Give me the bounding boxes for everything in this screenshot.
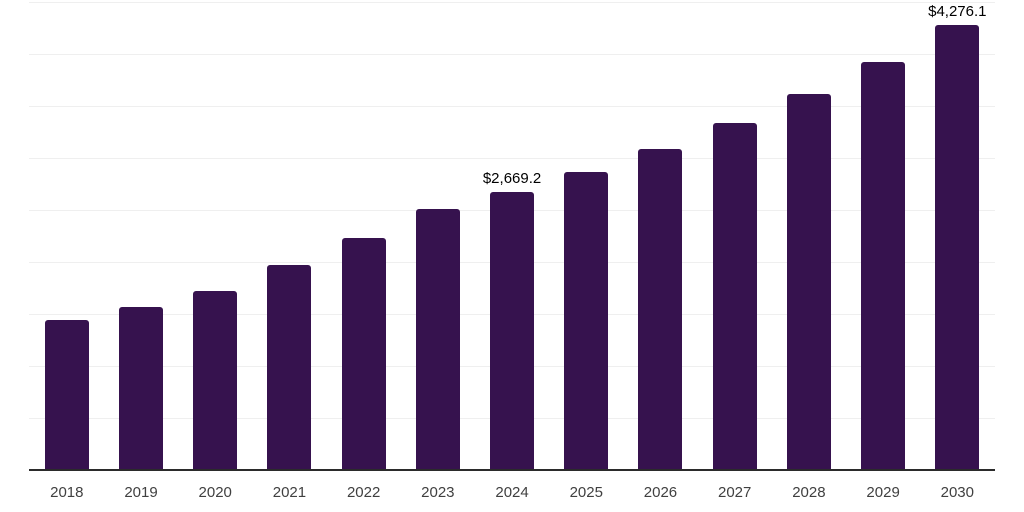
bar-value-label-2024: $2,669.2: [482, 170, 542, 188]
bar-2029: [861, 61, 906, 470]
bar-2020: [193, 291, 238, 470]
bar-2019: [119, 306, 163, 470]
x-tick-label-2026: 2026: [643, 484, 678, 501]
bar-2026: [638, 149, 683, 470]
bar-2024: [490, 192, 535, 470]
x-tick-label-2021: 2021: [272, 484, 307, 501]
x-tick-label-2025: 2025: [569, 484, 603, 501]
bar-2022: [341, 237, 386, 470]
bar-2021: [267, 265, 312, 470]
bar-value-label-2030: $4,276.1: [928, 3, 987, 21]
bar-2018: [44, 320, 89, 470]
x-tick-label-2018: 2018: [50, 484, 84, 501]
x-tick-label-2029: 2029: [866, 484, 900, 501]
gridline: [29, 1, 995, 3]
bar-2028: [786, 93, 831, 470]
gridline: [29, 157, 995, 159]
x-axis-line: [29, 469, 995, 471]
x-tick-label-2030: 2030: [940, 484, 974, 501]
x-tick-label-2028: 2028: [792, 484, 826, 501]
x-tick-label-2019: 2019: [124, 484, 158, 501]
bar-2030: [935, 25, 980, 470]
bar-2025: [564, 172, 609, 470]
gridline: [29, 105, 995, 107]
x-tick-label-2024: 2024: [495, 484, 529, 501]
bar-2023: [415, 209, 460, 470]
x-tick-label-2027: 2027: [718, 484, 752, 501]
gridline: [29, 53, 995, 55]
x-tick-label-2022: 2022: [346, 484, 381, 501]
x-tick-label-2023: 2023: [421, 484, 455, 501]
x-tick-label-2020: 2020: [198, 484, 232, 501]
bar-2027: [712, 123, 757, 470]
